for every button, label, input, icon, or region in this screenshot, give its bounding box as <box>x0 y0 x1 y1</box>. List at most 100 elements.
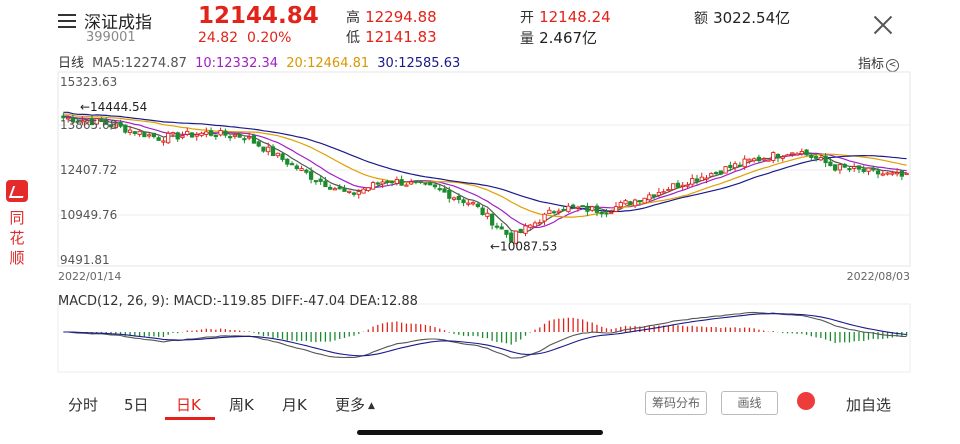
candle-body <box>742 158 747 168</box>
candle-body <box>537 222 542 225</box>
candle-body <box>532 222 538 228</box>
tab-monthly-k[interactable]: 月K <box>282 396 307 414</box>
tab-daily-k[interactable]: 日K <box>176 396 201 414</box>
draw-line-button[interactable]: 画线 <box>721 391 778 415</box>
candle-body <box>528 224 533 228</box>
candle-body <box>647 194 652 201</box>
candle-body <box>356 191 361 195</box>
candle-body <box>523 225 528 234</box>
low-value: 12141.83 <box>365 28 437 46</box>
candle-body <box>437 188 442 191</box>
volume-value: 2.467亿 <box>539 29 598 47</box>
tab-weekly-k[interactable]: 周K <box>229 396 254 414</box>
candle-body <box>366 187 371 191</box>
low-stat: 低 12141.83 <box>346 27 437 47</box>
candle-body <box>609 212 614 215</box>
candle-body <box>256 141 261 147</box>
candle-body <box>189 132 195 138</box>
ma10-line <box>63 115 907 229</box>
candle-body <box>389 181 395 184</box>
candle-body <box>251 135 257 144</box>
candle-body <box>375 182 380 185</box>
candle-body <box>166 132 171 144</box>
candle-body <box>823 155 828 164</box>
y-tick-label: 9491.81 <box>60 253 110 267</box>
x-label-start: 2022/01/14 <box>58 270 121 283</box>
chart-grid <box>57 71 911 373</box>
candle-body <box>833 164 838 171</box>
candle-body <box>332 188 338 191</box>
candle-body <box>737 164 742 167</box>
candle-body <box>775 153 781 159</box>
candle-body <box>699 176 704 181</box>
index-code: 399001 <box>86 30 136 45</box>
candle-body <box>289 163 295 166</box>
candle-body <box>885 172 890 175</box>
ma30-line <box>63 111 907 213</box>
candle-body <box>113 123 118 129</box>
candle-body <box>580 205 585 208</box>
brand-char-2: 花 <box>9 229 25 247</box>
tab-intraday[interactable]: 分时 <box>68 396 99 414</box>
diff-value: DIFF:-47.04 <box>271 294 346 309</box>
candle-body <box>428 182 433 186</box>
candle-body <box>675 182 681 188</box>
price-change: 24.82 0.20% <box>198 30 291 46</box>
ma10-value: 10:12332.34 <box>195 56 279 71</box>
chart-border <box>57 71 911 267</box>
candle-body <box>170 132 176 135</box>
chip-distribution-button[interactable]: 筹码分布 <box>645 391 707 415</box>
tab-more[interactable]: 更多 ▲ <box>335 394 375 415</box>
candle-body <box>861 168 866 172</box>
candle-body <box>94 118 99 125</box>
candle-body <box>404 184 409 187</box>
candle-body <box>466 202 471 205</box>
dea-value: DEA:12.88 <box>349 294 418 309</box>
candle-body <box>666 188 671 192</box>
candle-body <box>713 171 719 175</box>
brand-char-1: 同 <box>9 209 25 227</box>
candle-body <box>551 211 557 214</box>
price-annotations: ←14444.54 ←10087.53 <box>80 100 557 253</box>
candle-body <box>261 146 266 152</box>
tab-5day[interactable]: 5日 <box>124 396 149 414</box>
macd-histogram <box>67 317 908 345</box>
menu-icon[interactable] <box>58 14 76 32</box>
candle-body <box>318 178 323 182</box>
candle-body <box>661 191 666 194</box>
candle-body <box>151 132 157 138</box>
indicator-label: 指标 <box>858 57 885 72</box>
brand-strip[interactable]: 同 花 顺 <box>0 180 34 268</box>
candle-body <box>132 131 137 134</box>
candle-body <box>723 166 728 174</box>
candle-body <box>323 180 328 188</box>
candle-body <box>380 181 385 185</box>
candle-body <box>228 136 233 139</box>
candle-body <box>213 134 218 138</box>
ma-legend: 日线 MA5:12274.87 10:12332.34 20:12464.81 … <box>58 52 464 71</box>
candle-body <box>656 191 662 196</box>
candle-body <box>118 122 123 127</box>
candle-body <box>623 200 628 205</box>
macd-lines <box>63 311 907 359</box>
candle-body <box>108 124 114 128</box>
candle-body <box>409 181 414 185</box>
candle-body <box>308 171 314 180</box>
open-label: 开 <box>520 10 534 26</box>
add-watchlist-button[interactable]: 加自选 <box>846 396 892 414</box>
ma20-line <box>63 113 907 218</box>
candle-body <box>813 156 819 159</box>
candle-body <box>266 146 271 153</box>
record-dot-icon[interactable] <box>797 392 815 410</box>
macd-value: MACD:-119.85 <box>173 294 268 309</box>
candle-body <box>470 202 476 205</box>
candle-body <box>890 172 895 175</box>
amount-value: 3022.54亿 <box>713 9 791 27</box>
caret-up-icon: ▲ <box>368 401 375 411</box>
candle-body <box>199 132 204 137</box>
candle-body <box>475 203 480 207</box>
candle-body <box>394 178 399 184</box>
candle-body <box>690 178 695 185</box>
ths-logo-icon <box>6 180 28 202</box>
